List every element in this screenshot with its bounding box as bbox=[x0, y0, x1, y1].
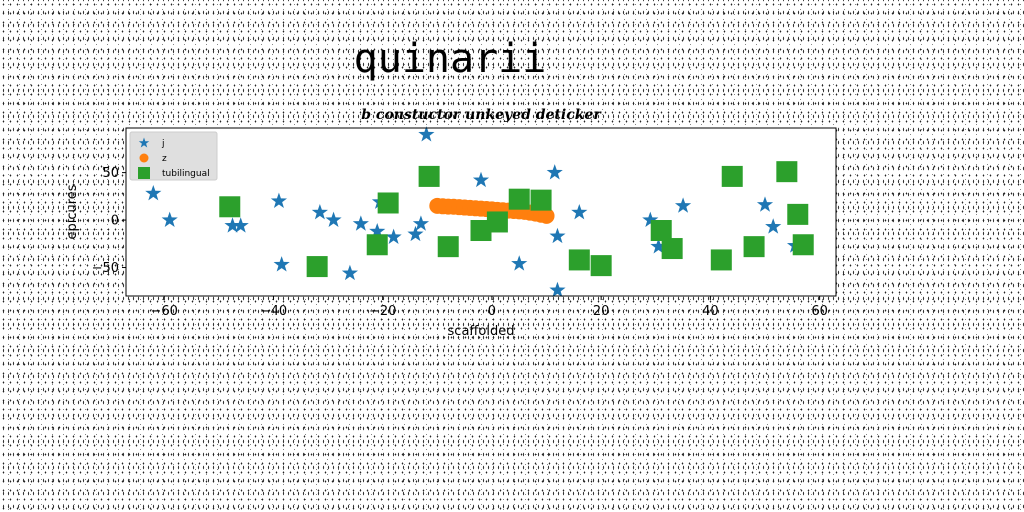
square-point bbox=[418, 165, 440, 187]
data-marks bbox=[145, 126, 814, 298]
square-point bbox=[650, 220, 672, 242]
star-point bbox=[270, 192, 288, 208]
square-point bbox=[792, 234, 814, 256]
square-point bbox=[437, 236, 459, 258]
x-tick-label: 20 bbox=[593, 304, 610, 319]
star-point bbox=[341, 264, 359, 281]
square-point bbox=[743, 236, 765, 258]
star-point bbox=[407, 225, 424, 242]
star-point bbox=[756, 196, 774, 212]
star-point bbox=[311, 203, 328, 220]
y-tick-label: 50 bbox=[102, 166, 119, 181]
star-point bbox=[571, 203, 588, 220]
x-axis-label: scaffolded bbox=[448, 324, 515, 339]
x-tick-label: 40 bbox=[702, 304, 719, 319]
legend-box bbox=[129, 131, 218, 181]
star-point bbox=[369, 222, 386, 239]
square-point bbox=[590, 255, 612, 277]
legend-marker bbox=[138, 167, 150, 179]
star-point bbox=[642, 211, 659, 227]
star-point bbox=[352, 215, 369, 231]
square-point bbox=[787, 203, 809, 225]
x-tick-label: −20 bbox=[369, 304, 396, 319]
star-point bbox=[412, 215, 430, 231]
legend-entry: j bbox=[138, 137, 165, 149]
x-tick-label: 0 bbox=[488, 304, 496, 319]
square-point bbox=[306, 256, 328, 278]
chart-title: b constuctor unkeyed deticker bbox=[361, 107, 602, 123]
star-point bbox=[325, 211, 342, 227]
star-point bbox=[549, 227, 566, 244]
square-point bbox=[486, 211, 508, 233]
series-tubilingual bbox=[219, 161, 814, 278]
star-point bbox=[549, 281, 566, 298]
square-point bbox=[366, 234, 388, 256]
x-tick-label: −40 bbox=[260, 304, 287, 319]
star-point bbox=[418, 126, 435, 142]
legend-entry: tubilingual bbox=[138, 167, 210, 179]
legend-label: z bbox=[162, 154, 167, 164]
legend-marker bbox=[139, 153, 149, 163]
x-axis: −60 −40 −20 0 20 40 60 bbox=[151, 296, 828, 319]
legend: jz tubilingual bbox=[129, 131, 218, 181]
circle-point bbox=[538, 207, 555, 224]
star-point bbox=[472, 171, 490, 188]
square-point bbox=[568, 249, 590, 271]
star-point bbox=[546, 164, 563, 180]
star-point bbox=[765, 218, 782, 234]
y-tick-label: −50 bbox=[92, 261, 119, 276]
star-point bbox=[232, 217, 249, 233]
star-point bbox=[650, 238, 667, 254]
plot-frame bbox=[125, 127, 837, 297]
star-point bbox=[385, 228, 402, 245]
square-point bbox=[530, 189, 552, 211]
square-point bbox=[710, 249, 732, 271]
square-point bbox=[377, 192, 399, 214]
x-tick-label: −60 bbox=[151, 304, 178, 319]
square-point bbox=[721, 165, 743, 187]
square-point bbox=[776, 161, 798, 183]
star-point bbox=[224, 217, 241, 233]
square-point bbox=[661, 238, 683, 260]
star-point bbox=[511, 255, 528, 271]
square-point bbox=[508, 188, 530, 210]
figure-suptitle: quinarii bbox=[353, 36, 547, 82]
square-point bbox=[470, 220, 492, 242]
star-point bbox=[273, 256, 290, 272]
x-tick-label: 60 bbox=[811, 304, 828, 319]
legend-marker bbox=[138, 137, 150, 148]
star-point bbox=[674, 197, 692, 213]
star-point bbox=[161, 211, 178, 227]
y-tick-label: 0 bbox=[111, 214, 119, 229]
legend-label: j bbox=[161, 139, 165, 149]
square-point bbox=[219, 196, 241, 218]
y-axis-label: epicures bbox=[65, 184, 80, 239]
star-point bbox=[145, 184, 162, 201]
y-axis: −50 0 50 bbox=[92, 166, 126, 276]
legend-entry: z bbox=[139, 153, 167, 164]
legend-label: tubilingual bbox=[162, 169, 210, 179]
